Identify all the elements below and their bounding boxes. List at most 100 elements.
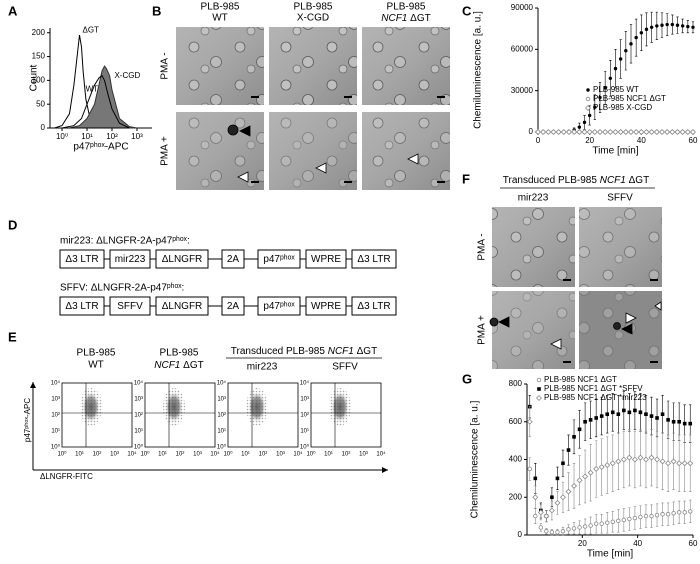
data-point — [626, 454, 633, 461]
y-tick-label: 10⁴ — [51, 380, 61, 387]
data-point — [688, 509, 693, 514]
data-point — [649, 414, 654, 418]
data-point — [607, 129, 614, 135]
data-point — [638, 129, 645, 135]
data-point — [555, 476, 560, 481]
legend-entry: PLB-985 WT — [586, 85, 639, 94]
cell-cluster-dots — [329, 388, 351, 426]
column-header: PLB-985 — [77, 348, 116, 359]
y-tick-label: 400 — [509, 455, 523, 464]
column-header: NCF1 ΔGT — [381, 13, 430, 24]
data-point — [586, 129, 593, 135]
y-tick-label: 200 — [32, 28, 46, 37]
data-point — [560, 129, 567, 135]
cells — [492, 207, 575, 287]
data-point — [638, 514, 643, 520]
row-label: PMA - — [160, 52, 171, 79]
data-point — [620, 456, 627, 463]
y-tick-label: 0 — [529, 127, 534, 136]
data-point — [654, 512, 660, 518]
panel-label: F — [462, 171, 470, 186]
column-header: WT — [212, 13, 228, 24]
y-tick-label: 0 — [518, 530, 523, 539]
column-header: X-CGD — [297, 13, 329, 24]
data-point — [659, 129, 665, 135]
y-tick-label: 0 — [41, 123, 46, 132]
data-point — [608, 76, 613, 80]
y-tick-label: 10¹ — [300, 429, 309, 435]
x-tick-label: 10¹ — [81, 132, 93, 141]
data-point — [660, 512, 665, 517]
data-point — [644, 27, 649, 32]
data-point — [604, 462, 611, 469]
x-axis-label: Time [min] — [587, 549, 634, 560]
y-tick-label: 60000 — [511, 44, 534, 53]
x-tick-label: 10² — [342, 452, 351, 458]
data-point — [571, 482, 577, 489]
x-tick-label: 10¹ — [324, 452, 333, 458]
data-point — [624, 49, 628, 53]
arrowhead — [237, 171, 249, 183]
panel-e: PLB-985 WT PLB-985 NCF1 ΔGT Transduced P… — [23, 346, 388, 481]
data-point — [605, 520, 610, 525]
cells — [579, 291, 662, 369]
data-point — [566, 527, 571, 532]
column-header: mir223 — [247, 362, 278, 373]
mutation: ΔGT — [183, 360, 204, 371]
data-point — [527, 466, 532, 472]
data-point — [598, 95, 602, 100]
y-tick-label: 10³ — [300, 397, 309, 403]
legend-label: PLB-985 X-CGD — [593, 103, 652, 112]
data-point — [680, 24, 685, 28]
data-point — [643, 513, 649, 519]
cells — [176, 27, 264, 105]
data-point — [588, 418, 593, 422]
data-point — [581, 129, 588, 135]
data-point — [572, 435, 576, 439]
y-tick-label: 10¹ — [51, 429, 60, 435]
data-point — [550, 129, 557, 135]
data-point — [582, 120, 587, 125]
x-tick-label: 10⁰ — [223, 451, 233, 458]
data-point — [571, 129, 578, 135]
stained-cell — [227, 124, 239, 136]
cells — [492, 291, 575, 369]
data-point — [615, 458, 622, 465]
x-tick-label: 40 — [633, 539, 642, 548]
group-header: Transduced PLB-985 NCF1 ΔGT — [503, 175, 649, 186]
data-point — [688, 421, 693, 426]
panel-d: mir223: ΔLNGFR-2A-p47ᵖʰᵒˣ: SFFV: ΔLNGFR-… — [59, 236, 397, 316]
cells — [579, 207, 662, 287]
legend-marker — [536, 395, 542, 401]
y-tick-label: 10² — [51, 413, 60, 419]
histogram-curve — [61, 74, 130, 129]
element-label: WPRE — [311, 254, 341, 265]
element-label: Δ3 LTR — [65, 301, 98, 312]
mutation: ΔGT — [629, 175, 650, 186]
data-point — [576, 477, 583, 484]
data-point — [602, 129, 609, 135]
element-label: mir223 — [115, 254, 146, 265]
chart: 0 200 400 600 800 20 40 60 Chemiluminescence [a.… — [470, 375, 698, 560]
data-point — [682, 510, 687, 515]
y-tick-label: 10⁴ — [217, 380, 227, 387]
scale-bars — [251, 96, 445, 183]
construct-element — [351, 249, 397, 269]
data-point — [598, 464, 605, 471]
y-tick-label: 10² — [300, 413, 309, 419]
panel-label: B — [152, 3, 161, 18]
column-header: mir223 — [518, 193, 549, 204]
data-point — [649, 513, 654, 519]
data-point — [555, 129, 562, 135]
data-point — [554, 499, 561, 506]
data-point — [631, 456, 638, 463]
data-point — [603, 86, 607, 90]
scale-bars — [563, 279, 658, 363]
data-point — [599, 414, 604, 418]
data-point — [664, 129, 671, 135]
data-point — [655, 416, 659, 420]
data-point — [633, 408, 637, 413]
data-point — [682, 421, 687, 426]
element-label: ΔLNGFR — [162, 301, 203, 312]
x-tick-label: 10⁴ — [127, 451, 137, 458]
